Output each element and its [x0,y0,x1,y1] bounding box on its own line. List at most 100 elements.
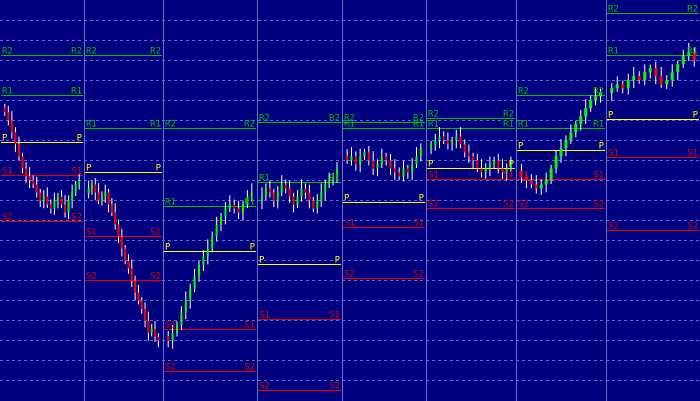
candle-bull [350,156,353,161]
candle-bull [626,80,630,89]
r1-label: R1 [2,87,13,97]
candle-bull [224,208,227,217]
pivot-label: P [156,164,162,174]
s2-label: S2 [86,272,97,282]
s2-label: S2 [244,363,255,373]
candle-bear [237,208,240,213]
r1-label: R1 [593,120,604,130]
r1-label: R1 [71,87,82,97]
candle-bear [64,204,67,213]
candle-bull [610,88,614,94]
s2-label: S2 [344,270,355,280]
candles [3,42,696,349]
candle-bull [180,312,183,325]
r2-label: R2 [608,5,619,15]
s2-label: S2 [687,222,698,232]
r1-label: R1 [413,120,424,130]
r1-label: R1 [687,47,698,57]
s2-label: S2 [71,213,82,223]
candle-bull [564,140,568,149]
candle-bear [25,168,28,177]
candle-bull [176,324,178,333]
r1-label: R1 [503,120,514,130]
s1-label: S1 [150,228,161,238]
r1-label: R1 [428,120,439,130]
candle-bull [434,140,437,145]
r1-label: R1 [344,120,355,130]
candle-bear [637,76,641,81]
r1-label: R1 [244,198,255,208]
s2-label: S2 [2,213,13,223]
candle-bear [367,152,370,161]
candle-bull [419,148,422,157]
r2-label: R2 [329,114,340,124]
candle-bear [442,136,445,141]
candle-bull [202,256,205,265]
candle-bull [332,176,335,181]
s2-label: S2 [593,200,604,210]
candle-bull [681,56,685,65]
candle-bear [519,171,523,177]
candle-bull [71,192,74,201]
candle-bear [372,160,375,169]
candle-bull [376,164,379,169]
candle-bull [211,236,214,249]
s1-label: S1 [165,321,176,331]
r2-label: R2 [2,47,13,57]
s1-label: S1 [608,149,619,159]
candle-bear [389,160,392,169]
candle-bull [184,300,187,313]
candle-bull [493,160,496,165]
candle-bull [665,80,669,85]
candle-bull [584,108,588,117]
candle-bear [463,144,466,153]
pivot-label: P [428,160,434,170]
candle-bear [14,132,17,145]
pivot-levels [1,13,699,391]
candle-bull [300,188,303,197]
s2-label: S2 [259,382,270,392]
candle-bull [643,72,647,81]
candle-bear [621,84,625,89]
candle-bull [67,200,70,213]
candle-bear [233,204,236,209]
s2-label: S2 [413,270,424,280]
r1-label: R1 [518,120,529,130]
candle-bull [246,196,249,205]
candle-bear [288,188,291,197]
s1-label: S1 [329,311,340,321]
s1-label: S1 [687,149,698,159]
pivot-label: P [77,134,83,144]
candle-bull [589,100,593,109]
candle-bull [87,188,90,194]
candle-bear [529,180,533,185]
pivot-label: P [518,142,524,152]
pivot-label: P [2,134,8,144]
candle-bear [7,112,10,121]
candle-bear [659,76,663,85]
candle-bull [402,168,405,177]
s2-label: S2 [518,200,529,210]
candle-bear [46,196,49,205]
s1-label: S1 [518,171,529,181]
r1-label: R1 [329,174,340,184]
candle-bull [359,156,362,165]
candle-bull [569,132,573,141]
candle-bull [228,204,231,209]
candle-bull [193,276,196,289]
pivot-label: P [335,256,341,266]
candle-bull [264,188,267,197]
s1-label: S1 [344,219,355,229]
candle-bull [488,164,491,169]
candle-bear [398,172,401,177]
s2-label: S2 [165,363,176,373]
candle-bull [320,192,323,201]
s1-label: S1 [244,321,255,331]
candle-bear [459,136,462,145]
pivot-label: P [250,243,256,253]
candle-bull [78,180,81,185]
candle-bull [260,196,263,202]
candle-bull [220,216,222,225]
